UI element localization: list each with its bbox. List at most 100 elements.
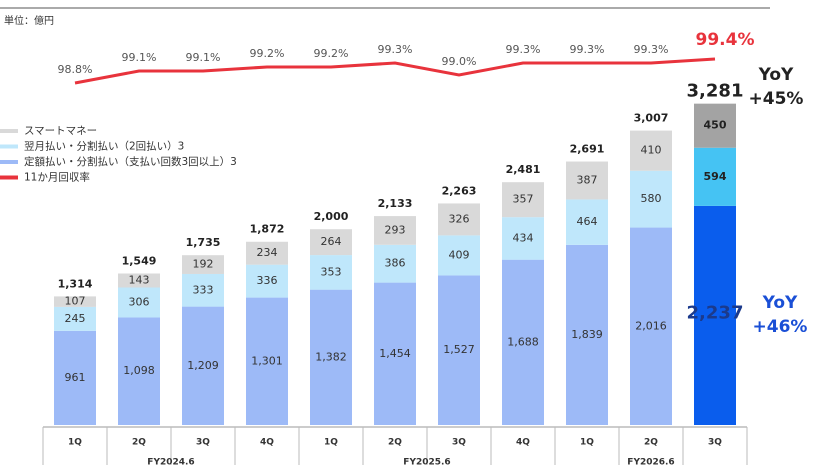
segment-label: 293	[385, 223, 406, 236]
x-tick-label: 1Q	[580, 438, 594, 448]
segment-label: 1,382	[315, 350, 347, 363]
total-label: 2,481	[506, 163, 541, 176]
total-label: 1,735	[186, 236, 221, 249]
bar-segment	[118, 317, 160, 425]
rate-label: 99.3%	[570, 43, 605, 56]
x-tick-label: 4Q	[260, 438, 274, 448]
rate-label: 99.1%	[122, 51, 157, 64]
x-tick-label: 2Q	[644, 438, 658, 448]
bar-segment	[438, 203, 480, 236]
rate-label: 99.2%	[250, 47, 285, 60]
x-tick-label: 1Q	[68, 438, 82, 448]
bar-segment	[118, 287, 160, 318]
total-label: 2,263	[442, 184, 477, 197]
x-tick-label: 3Q	[708, 438, 722, 448]
segment-label: 1,098	[123, 364, 155, 377]
bar-segment	[310, 229, 352, 256]
total-label: 3,007	[634, 111, 669, 124]
segment-label: 410	[641, 144, 662, 157]
segment-label: 594	[704, 170, 727, 183]
bar-segment	[54, 306, 96, 331]
bar-segment	[310, 289, 352, 425]
segment-label: 1,301	[251, 354, 283, 367]
bar-segment	[54, 330, 96, 425]
group-label: FY2025.6	[403, 458, 450, 468]
yoy-annotation: YoY	[758, 65, 794, 85]
x-tick-label: 3Q	[452, 438, 466, 448]
segment-label: 464	[577, 215, 598, 228]
legend-label: 定額払い・分割払い（支払い回数3回以上）3	[24, 155, 237, 168]
segment-label: 333	[193, 283, 214, 296]
total-label: 1,314	[58, 277, 93, 290]
bar-segment	[502, 182, 544, 218]
rate-label: 99.4%	[696, 30, 755, 50]
rate-label: 99.1%	[186, 51, 221, 64]
bar-segment	[310, 255, 352, 290]
total-label: 2,000	[314, 210, 349, 223]
bar-segment	[566, 244, 608, 425]
segment-label: 357	[513, 193, 534, 206]
x-tick-label: 1Q	[324, 438, 338, 448]
yoy-annotation: +46%	[753, 317, 808, 337]
bar-segment	[502, 217, 544, 260]
bar-segment	[438, 275, 480, 425]
bar-segment	[694, 205, 736, 425]
rate-label: 99.3%	[378, 43, 413, 56]
bar-segment	[374, 216, 416, 245]
segment-label: 961	[65, 371, 86, 384]
bar-segment	[630, 170, 672, 228]
bar-segment	[246, 297, 288, 425]
segment-label: 143	[129, 273, 150, 286]
legend-label: 翌月払い・分割払い（2回払い）3	[24, 140, 184, 153]
segment-label: 353	[321, 265, 342, 278]
segment-label: 1,454	[379, 347, 411, 360]
segment-label: 2,237	[687, 302, 744, 323]
rate-label: 99.3%	[634, 43, 669, 56]
segment-label: 1,209	[187, 359, 219, 372]
bar-segment	[246, 264, 288, 298]
rate-label: 99.2%	[314, 47, 349, 60]
segment-label: 336	[257, 274, 278, 287]
bar-segment	[374, 244, 416, 283]
yoy-annotation: +45%	[749, 89, 804, 109]
rate-label: 99.3%	[506, 43, 541, 56]
rate-line	[74, 57, 716, 85]
segment-label: 1,839	[571, 328, 603, 341]
unit-note: 単位：億円	[4, 14, 54, 27]
segment-label: 1,688	[507, 335, 539, 348]
segment-label: 234	[257, 246, 278, 259]
yoy-annotation: YoY	[762, 293, 798, 313]
bar-segment	[182, 273, 224, 307]
total-label: 2,691	[570, 142, 605, 155]
rate-label: 99.0%	[442, 55, 477, 68]
segment-label: 1,527	[443, 343, 475, 356]
x-tick-label: 3Q	[196, 438, 210, 448]
bar-segment	[630, 227, 672, 425]
bar-segment	[374, 282, 416, 425]
segment-label: 326	[449, 212, 470, 225]
group-label: FY2024.6	[147, 458, 194, 468]
bar-segment	[182, 306, 224, 425]
segment-label: 306	[129, 295, 150, 308]
legend-label: スマートマネー	[24, 125, 97, 137]
segment-label: 264	[321, 235, 342, 248]
segment-label: 386	[385, 257, 406, 270]
segment-label: 409	[449, 248, 470, 261]
segment-label: 192	[193, 258, 214, 271]
total-label: 1,549	[122, 254, 157, 267]
bar-segment	[54, 296, 96, 307]
x-tick-label: 4Q	[516, 438, 530, 448]
segment-label: 107	[65, 295, 86, 308]
rate-label: 98.8%	[58, 63, 93, 76]
segment-label: 2,016	[635, 319, 667, 332]
total-label: 3,281	[687, 81, 744, 102]
segment-label: 450	[704, 119, 727, 132]
bar-segment	[630, 130, 672, 171]
total-label: 1,872	[250, 223, 285, 236]
x-tick-label: 2Q	[388, 438, 402, 448]
bar-segment	[502, 259, 544, 425]
bar-segment	[566, 199, 608, 245]
x-tick-label: 2Q	[132, 438, 146, 448]
bar-segment	[246, 241, 288, 265]
bar-segment	[438, 235, 480, 276]
